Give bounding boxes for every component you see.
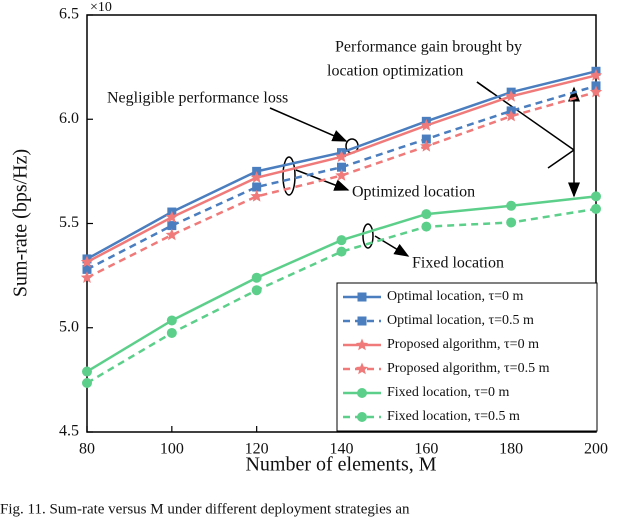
data-point — [421, 134, 431, 144]
legend-label: Proposed algorithm, τ=0 m — [387, 337, 539, 352]
y-axis-label: Sum-rate (bps/Hz) — [10, 149, 32, 297]
annotation: location optimization — [327, 63, 463, 80]
data-point — [504, 109, 518, 122]
data-point — [591, 203, 601, 214]
data-point — [421, 221, 432, 232]
legend-label: Fixed location, τ=0 m — [387, 385, 510, 400]
data-point — [504, 89, 518, 102]
data-point — [252, 182, 262, 192]
legend-marker — [357, 388, 367, 398]
legend-marker — [357, 412, 367, 422]
annotation: Optimized location — [352, 184, 475, 201]
data-point — [166, 327, 177, 338]
data-point — [80, 255, 94, 268]
data-point — [165, 228, 179, 241]
x-tick-label: 140 — [330, 441, 354, 458]
data-point — [591, 191, 601, 202]
legend-label: Proposed algorithm, τ=0.5 m — [387, 361, 550, 376]
x-tick-label: 80 — [79, 441, 95, 458]
y-tick-label: 5.0 — [59, 318, 79, 335]
legend-marker — [357, 292, 367, 302]
annotation: Performance gain brought by — [335, 39, 522, 56]
data-point — [165, 210, 179, 223]
x-tick-label: 160 — [414, 441, 438, 458]
data-point — [336, 246, 347, 257]
data-point — [506, 200, 517, 211]
x-tick-label: 120 — [245, 441, 269, 458]
data-point — [82, 264, 92, 274]
data-point — [420, 119, 433, 131]
legend-label: Fixed location, τ=0.5 m — [387, 409, 520, 424]
data-point — [589, 68, 603, 81]
data-point — [167, 221, 177, 231]
data-point — [166, 315, 177, 326]
legend-marker — [355, 362, 369, 375]
annotation: Negligible performance loss — [107, 90, 288, 107]
annotation: Fixed location — [412, 255, 504, 272]
y-tick-label: 5.5 — [59, 214, 79, 231]
data-point — [250, 189, 263, 202]
data-point — [421, 209, 432, 220]
x-tick-label: 180 — [499, 441, 523, 458]
data-point — [251, 272, 262, 283]
x-axis-label: Number of elements, M — [245, 454, 436, 476]
legend-box — [336, 282, 598, 432]
data-point — [251, 285, 262, 296]
y-tick-label: 6.0 — [59, 110, 79, 127]
data-point — [589, 85, 603, 98]
data-point — [337, 162, 346, 172]
x-tick-label: 100 — [160, 441, 184, 458]
data-point — [82, 378, 92, 389]
legend-label: Optimal location, τ=0 m — [387, 289, 524, 304]
data-point — [506, 217, 517, 228]
data-point — [420, 139, 433, 152]
annotation-shapes — [269, 81, 580, 257]
exponent-label: ×10 — [90, 0, 112, 15]
caption: Fig. 11. Sum-rate versus M under differe… — [0, 501, 410, 517]
data-point — [80, 271, 94, 283]
legend-marker — [355, 338, 369, 351]
x-tick-label: 200 — [584, 441, 608, 458]
y-tick-label: 6.5 — [59, 6, 79, 23]
legend-marker — [357, 316, 367, 326]
legend-label: Optimal location, τ=0.5 m — [387, 313, 534, 328]
data-point — [335, 150, 348, 163]
data-point — [250, 171, 263, 183]
data-point — [82, 366, 92, 377]
data-point — [335, 169, 348, 181]
y-tick-label: 4.5 — [59, 423, 79, 440]
data-point — [336, 235, 347, 246]
